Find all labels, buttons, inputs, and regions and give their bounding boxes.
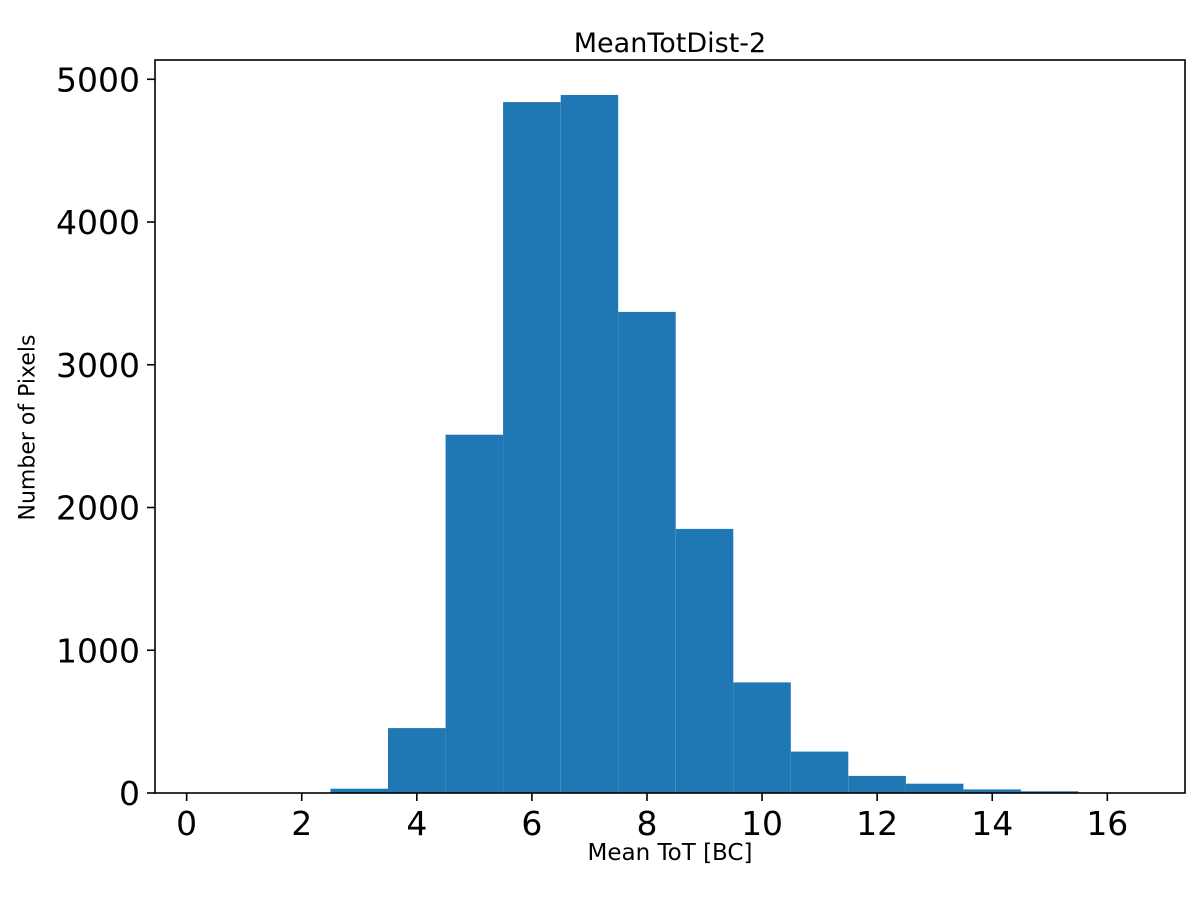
x-tick-label: 8 — [636, 804, 657, 843]
x-axis-label: Mean ToT [BC] — [587, 840, 753, 866]
histogram-bar — [618, 311, 676, 793]
x-tick-label: 6 — [521, 804, 542, 843]
x-tick-label: 16 — [1086, 804, 1128, 843]
x-tick-label: 10 — [741, 804, 783, 843]
x-tick-label: 14 — [971, 804, 1013, 843]
histogram-bar — [560, 95, 619, 793]
histogram-bar — [848, 775, 906, 793]
x-tick-label: 4 — [406, 804, 427, 843]
histogram-bar — [330, 788, 388, 793]
chart-title: MeanTotDist-2 — [573, 28, 767, 59]
histogram-bars — [330, 95, 1079, 794]
histogram-bar — [905, 783, 964, 793]
x-tick-label: 0 — [176, 804, 197, 843]
y-tick-label: 4000 — [56, 203, 140, 242]
histogram-bar — [733, 682, 791, 793]
histogram-bar — [675, 528, 734, 793]
histogram-bar — [963, 789, 1021, 793]
histogram-bar — [445, 434, 504, 793]
x-tick-label: 2 — [291, 804, 312, 843]
y-tick-label: 3000 — [56, 346, 140, 385]
x-axis: 0 2 4 6 8 10 12 14 16 — [176, 793, 1128, 843]
x-tick-label: 12 — [856, 804, 898, 843]
y-tick-label: 1000 — [56, 631, 140, 670]
histogram-bar — [1021, 791, 1079, 793]
axes-spines — [154, 59, 1186, 794]
histogram-bar — [790, 751, 849, 793]
y-axis: 0 1000 2000 3000 4000 5000 — [56, 60, 155, 813]
y-tick-label: 5000 — [56, 60, 140, 99]
y-tick-label: 0 — [119, 774, 140, 813]
y-tick-label: 2000 — [56, 489, 140, 528]
histogram-bar — [388, 728, 446, 793]
histogram-bar — [503, 102, 561, 794]
y-axis-label: Number of Pixels — [15, 334, 41, 521]
